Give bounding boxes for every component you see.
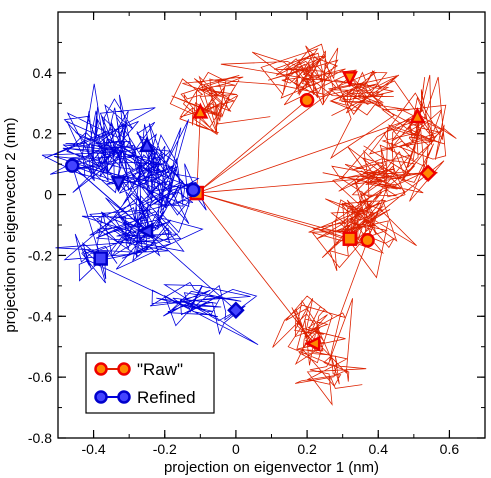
x-tick-label: 0.4: [369, 441, 389, 457]
trajectory-jump: [71, 165, 102, 259]
trajectory-jump: [196, 192, 315, 344]
x-tick-label: -0.2: [153, 441, 177, 457]
legend-raw-marker-left: [94, 362, 108, 376]
trajectory-line: [169, 43, 457, 406]
marker-circle: [64, 158, 80, 173]
trajectory-jump: [72, 145, 148, 167]
trajectory-jump: [196, 192, 350, 240]
marker-circle: [185, 182, 201, 198]
y-tick-label: -0.2: [28, 247, 52, 263]
y-axis-label: projection on eigenvector 2 (nm): [2, 117, 19, 332]
raw-trajectory: [169, 43, 457, 406]
trajectory-jump: [196, 116, 418, 194]
legend-raw-label: "Raw": [137, 360, 183, 379]
y-axis-ticks: -0.8 -0.6 -0.4 -0.2 0 0.2 0.4: [28, 11, 485, 446]
marker-circle: [299, 92, 315, 108]
x-tick-label: 0: [232, 441, 240, 457]
marker-diamond: [419, 164, 437, 183]
marker-triangle-left: [137, 223, 154, 240]
refined-markers: [64, 136, 245, 319]
y-tick-label: -0.4: [28, 308, 52, 324]
y-tick-label: 0: [44, 187, 52, 203]
marker-square: [93, 251, 108, 266]
y-tick-label: -0.6: [28, 369, 52, 385]
marker-triangle-up: [409, 107, 426, 124]
x-axis-ticks: -0.4 -0.2 0 0.2 0.4 0.6: [57, 12, 486, 457]
marker-square: [342, 231, 358, 246]
marker-triangle-down: [341, 71, 358, 88]
y-tick-label: 0.2: [33, 126, 53, 142]
legend-box: [85, 352, 215, 414]
marker-triangle-left: [304, 335, 321, 352]
marker-triangle-down: [110, 176, 127, 193]
trajectory-jump: [196, 112, 201, 194]
legend-raw-marker-right: [117, 362, 131, 376]
marker-circle: [360, 232, 375, 248]
legend: "Raw" Refined: [85, 352, 215, 414]
x-axis-label: projection on eigenvector 1 (nm): [164, 459, 379, 476]
legend-refined-marker-right: [117, 390, 131, 404]
x-tick-label: -0.4: [82, 441, 106, 457]
trajectory-jump: [71, 165, 237, 311]
marker-diamond: [227, 301, 245, 319]
x-tick-label: 0.6: [440, 441, 460, 457]
legend-refined-label: Refined: [137, 388, 196, 407]
marker-triangle-up: [192, 102, 209, 119]
trajectory-jump: [196, 77, 351, 194]
x-tick-label: 0.2: [297, 441, 317, 457]
trajectory-jump: [196, 172, 429, 194]
marker-triangle-up: [138, 136, 155, 153]
y-tick-label: 0.4: [33, 65, 53, 81]
raw-markers: [189, 71, 437, 352]
legend-refined-marker-left: [94, 390, 108, 404]
trajectory-jump: [72, 165, 194, 191]
trajectory-jump: [196, 192, 368, 241]
y-tick-label: -0.8: [28, 430, 52, 446]
trajectory-jump: [72, 165, 119, 183]
trajectory-jump: [196, 99, 308, 194]
